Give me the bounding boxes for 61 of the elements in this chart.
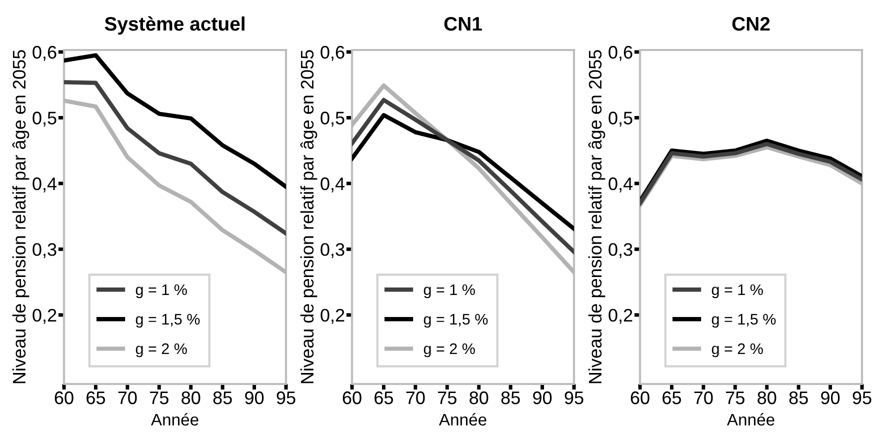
- legend-label: g = 1,5 %: [424, 314, 488, 328]
- x-tick-label: 70: [694, 391, 713, 404]
- y-tick-label: 0,3: [608, 243, 632, 258]
- line-series: [352, 113, 574, 231]
- y-tick-label: 0,3: [32, 243, 56, 258]
- y-axis-title: Niveau de pension relatif par âge en 2055: [300, 50, 318, 384]
- y-tick-label: 0,5: [320, 112, 344, 127]
- legend-label: g = 1 %: [424, 284, 475, 298]
- x-tick-label: 75: [726, 392, 744, 404]
- y-axis-title: Niveau de pension relatif par âge en 2055: [12, 50, 30, 384]
- x-axis-title: Année: [438, 413, 486, 426]
- x-axis-title: Année: [726, 413, 774, 426]
- x-tick-label: 75: [150, 392, 168, 404]
- y-tick-label: 0,2: [320, 308, 344, 324]
- legend-label: g = 1 %: [136, 284, 187, 298]
- x-axis-title: Année: [150, 413, 198, 426]
- line-series: [64, 53, 286, 189]
- x-tick-label: 95: [852, 391, 872, 404]
- y-tick-label: 0,2: [608, 308, 632, 324]
- x-tick-label: 85: [501, 391, 520, 404]
- x-tick-label: 80: [758, 391, 776, 404]
- chart-title: CN1: [444, 16, 482, 31]
- y-axis-title: Niveau de pension relatif par âge en 2055: [588, 50, 606, 384]
- legend-label: g = 1 %: [712, 284, 763, 298]
- line-series: [352, 98, 574, 254]
- y-tick-label: 0,4: [32, 177, 57, 192]
- x-tick-label: 60: [342, 391, 362, 404]
- x-tick-label: 65: [374, 391, 393, 404]
- legend-label: g = 1,5 %: [712, 314, 776, 328]
- x-tick-label: 70: [406, 391, 425, 404]
- x-tick-label: 95: [276, 391, 296, 404]
- legend-label: g = 2 %: [712, 343, 763, 358]
- chart-title: CN2: [732, 16, 770, 31]
- x-tick-label: 90: [245, 391, 264, 404]
- line-series: [64, 80, 286, 236]
- x-tick-label: 80: [182, 391, 200, 404]
- chart-title: Système actuel: [104, 16, 244, 35]
- y-tick-label: 0,6: [608, 46, 632, 61]
- x-tick-label: 95: [564, 391, 584, 404]
- legend-label: g = 1,5 %: [136, 314, 200, 328]
- y-tick-label: 0,5: [32, 112, 56, 127]
- legend-label: g = 2 %: [424, 343, 475, 358]
- y-tick-label: 0,5: [608, 112, 632, 127]
- x-tick-label: 75: [438, 392, 456, 404]
- legend-label: g = 2 %: [136, 343, 187, 358]
- x-tick-label: 90: [821, 391, 840, 404]
- x-tick-label: 60: [630, 391, 650, 404]
- x-tick-label: 65: [662, 391, 681, 404]
- y-tick-label: 0,4: [320, 177, 345, 192]
- x-tick-label: 85: [789, 391, 808, 404]
- x-tick-label: 85: [213, 391, 232, 404]
- x-tick-label: 60: [54, 391, 74, 404]
- x-tick-label: 80: [470, 391, 488, 404]
- x-tick-label: 65: [86, 391, 105, 404]
- x-tick-label: 70: [118, 391, 137, 404]
- y-tick-label: 0,3: [320, 243, 344, 258]
- y-tick-label: 0,2: [32, 308, 56, 324]
- y-tick-label: 0,6: [320, 46, 344, 61]
- x-tick-label: 90: [533, 391, 552, 404]
- y-tick-label: 0,4: [608, 177, 633, 192]
- y-tick-label: 0,6: [32, 46, 56, 61]
